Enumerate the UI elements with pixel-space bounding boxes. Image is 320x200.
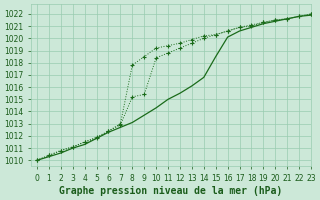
X-axis label: Graphe pression niveau de la mer (hPa): Graphe pression niveau de la mer (hPa) [60, 186, 283, 196]
